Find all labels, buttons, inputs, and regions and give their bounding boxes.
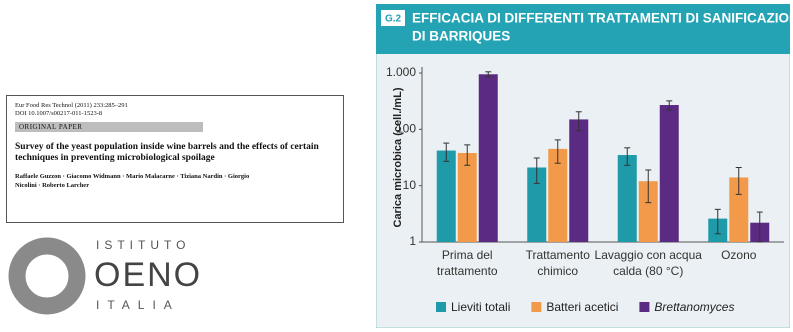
y-tick-label: 1 bbox=[409, 234, 416, 248]
y-tick-label: 1.000 bbox=[386, 65, 416, 79]
x-tick-label: Ozono bbox=[721, 248, 757, 262]
authors: Raffaele Guzzon · Giacomo Widmann · Mari… bbox=[15, 173, 250, 189]
chart-title: DI BARRIQUES bbox=[412, 29, 510, 44]
logo-text: OENO bbox=[94, 256, 200, 294]
y-tick-label: 100 bbox=[396, 122, 416, 136]
bar bbox=[729, 177, 749, 242]
bar bbox=[527, 167, 547, 242]
x-tick-label: trattamento bbox=[437, 264, 498, 278]
bar bbox=[659, 105, 679, 242]
legend-swatch bbox=[436, 302, 446, 312]
bar bbox=[478, 74, 498, 242]
legend-swatch bbox=[531, 302, 542, 312]
bar bbox=[457, 153, 477, 242]
bar bbox=[436, 150, 456, 242]
paper-title: Survey of the yeast population inside wi… bbox=[15, 142, 319, 163]
legend-label: Lieviti totali bbox=[451, 300, 510, 314]
journal: Eur Food Res Technol (2011) 233:285–291 bbox=[15, 102, 128, 109]
x-tick-label: Trattamento bbox=[526, 248, 591, 262]
x-tick-label: calda (80 °C) bbox=[613, 264, 683, 278]
section: ORIGINAL PAPER bbox=[15, 122, 203, 132]
bar bbox=[569, 119, 589, 242]
x-tick-label: chimico bbox=[537, 264, 578, 278]
logo-text: ITALIA bbox=[96, 298, 180, 312]
x-tick-label: Prima del bbox=[442, 248, 493, 262]
badge: G.2 bbox=[385, 14, 402, 25]
paper-header: Eur Food Res Technol (2011) 233:285–291 … bbox=[6, 95, 344, 223]
logo: ISTITUTO OENO ITALIA bbox=[8, 237, 200, 315]
chart-header bbox=[376, 4, 790, 54]
legend-label: Brettanomyces bbox=[654, 300, 734, 314]
logo-text: ISTITUTO bbox=[96, 238, 190, 252]
y-tick-label: 10 bbox=[403, 178, 417, 192]
y-axis-label: Carica microbica (cell./mL) bbox=[392, 87, 404, 227]
bar bbox=[638, 181, 658, 242]
logo-ring bbox=[8, 237, 86, 315]
doi: DOI 10.1007/s00217-011-1523-8 bbox=[15, 110, 103, 117]
legend-swatch bbox=[639, 302, 650, 312]
badge-box bbox=[381, 10, 405, 26]
chart: G.2 EFFICACIA DI DIFFERENTI TRATTAMENTI … bbox=[376, 4, 790, 328]
bar bbox=[548, 148, 568, 242]
chart-title: EFFICACIA DI DIFFERENTI TRATTAMENTI DI S… bbox=[412, 11, 790, 26]
bar bbox=[617, 155, 637, 242]
x-tick-label: Lavaggio con acqua bbox=[595, 248, 703, 262]
legend-label: Batteri acetici bbox=[546, 300, 618, 314]
